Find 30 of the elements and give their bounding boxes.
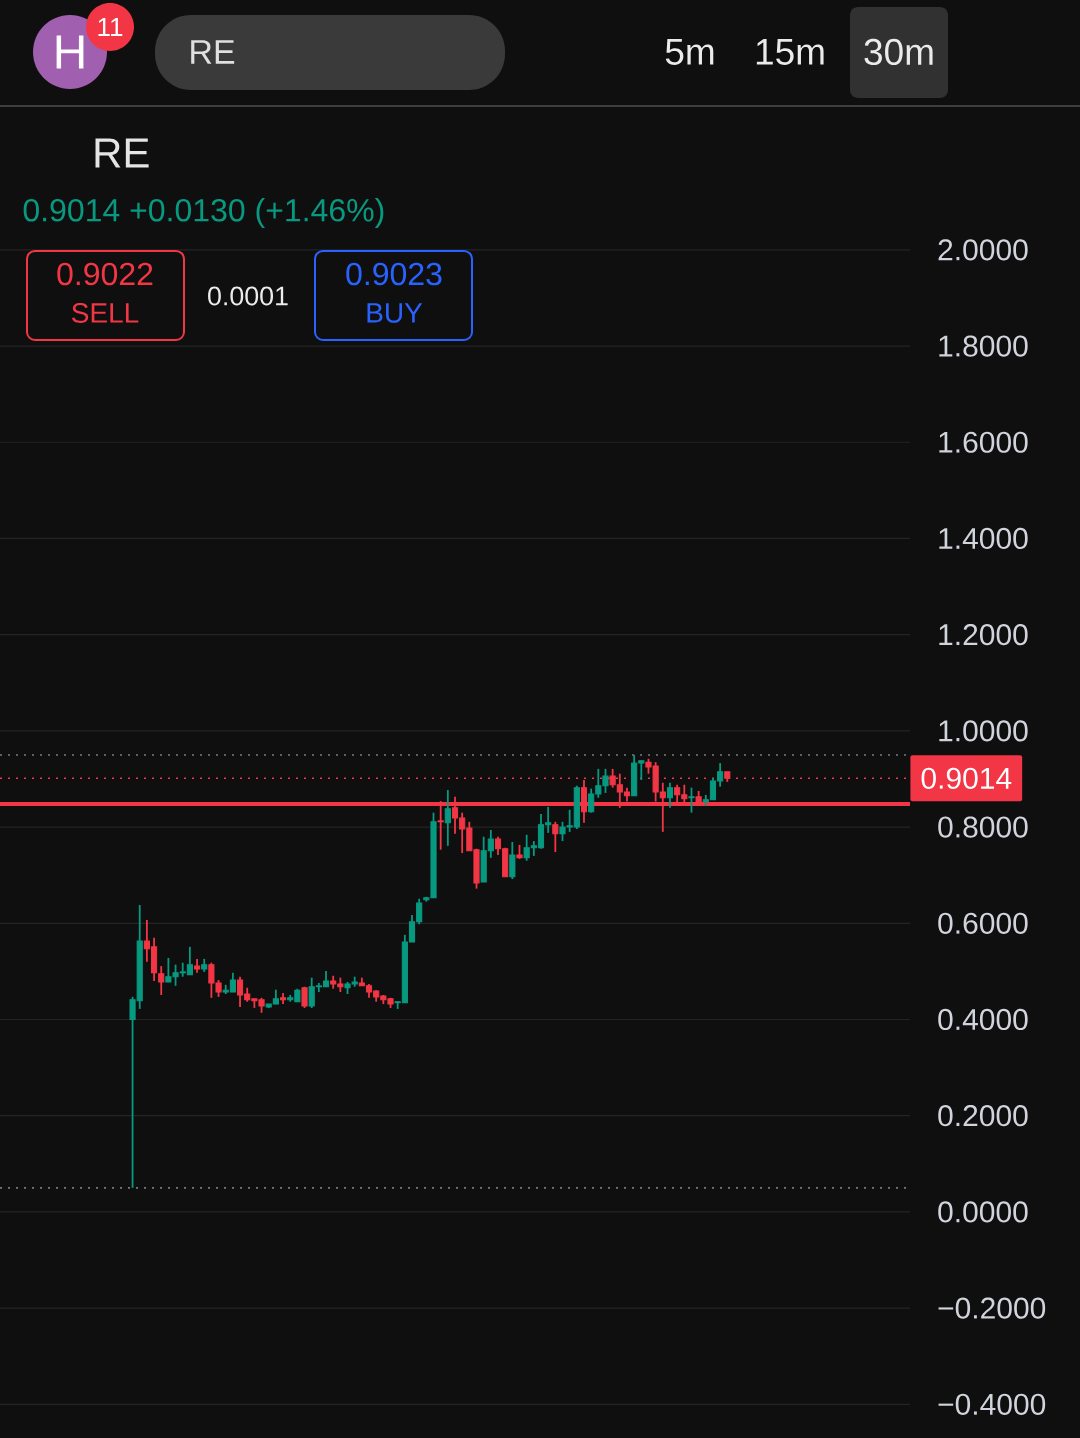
annotation: SELL — [72, 303, 139, 323]
annotation: 0.0001 — [208, 286, 288, 306]
text: 30m — [864, 38, 933, 66]
annotation: BUY — [367, 303, 423, 323]
annotation: 0.9014 +0.0130 (+1.46%) — [23, 198, 384, 228]
y-tick-label: −0.2000 — [938, 1297, 1046, 1319]
ref-line-label: 0.9014 — [921, 767, 1012, 789]
y-tick-label: 1.6000 — [939, 431, 1028, 453]
y-tick-label: 2.0000 — [938, 239, 1028, 261]
y-tick-label: 1.2000 — [939, 624, 1028, 646]
annotation: 0.9023 — [346, 262, 442, 286]
text: 15m — [756, 39, 824, 65]
text: RE — [191, 40, 235, 64]
y-tick-label: 0.6000 — [938, 912, 1028, 934]
candlestick — [301, 985, 308, 1009]
text: 11 — [98, 18, 123, 36]
y-tick-label: 1.4000 — [939, 527, 1028, 550]
text: 5m — [665, 39, 714, 65]
y-tick-label: 0.4000 — [938, 1008, 1028, 1031]
y-tick-label: −0.4000 — [938, 1393, 1046, 1415]
y-tick-label: 0.8000 — [938, 816, 1028, 838]
text: RE — [95, 138, 149, 168]
y-tick-label: 1.8000 — [939, 335, 1028, 357]
text: H — [56, 35, 84, 69]
y-tick-label: 0.0000 — [938, 1201, 1028, 1223]
annotation: 0.9022 — [57, 262, 153, 286]
candlestick — [724, 770, 731, 783]
y-tick-label: 1.0000 — [939, 720, 1028, 742]
y-tick-label: 0.2000 — [938, 1105, 1028, 1127]
candlestick — [688, 786, 695, 814]
